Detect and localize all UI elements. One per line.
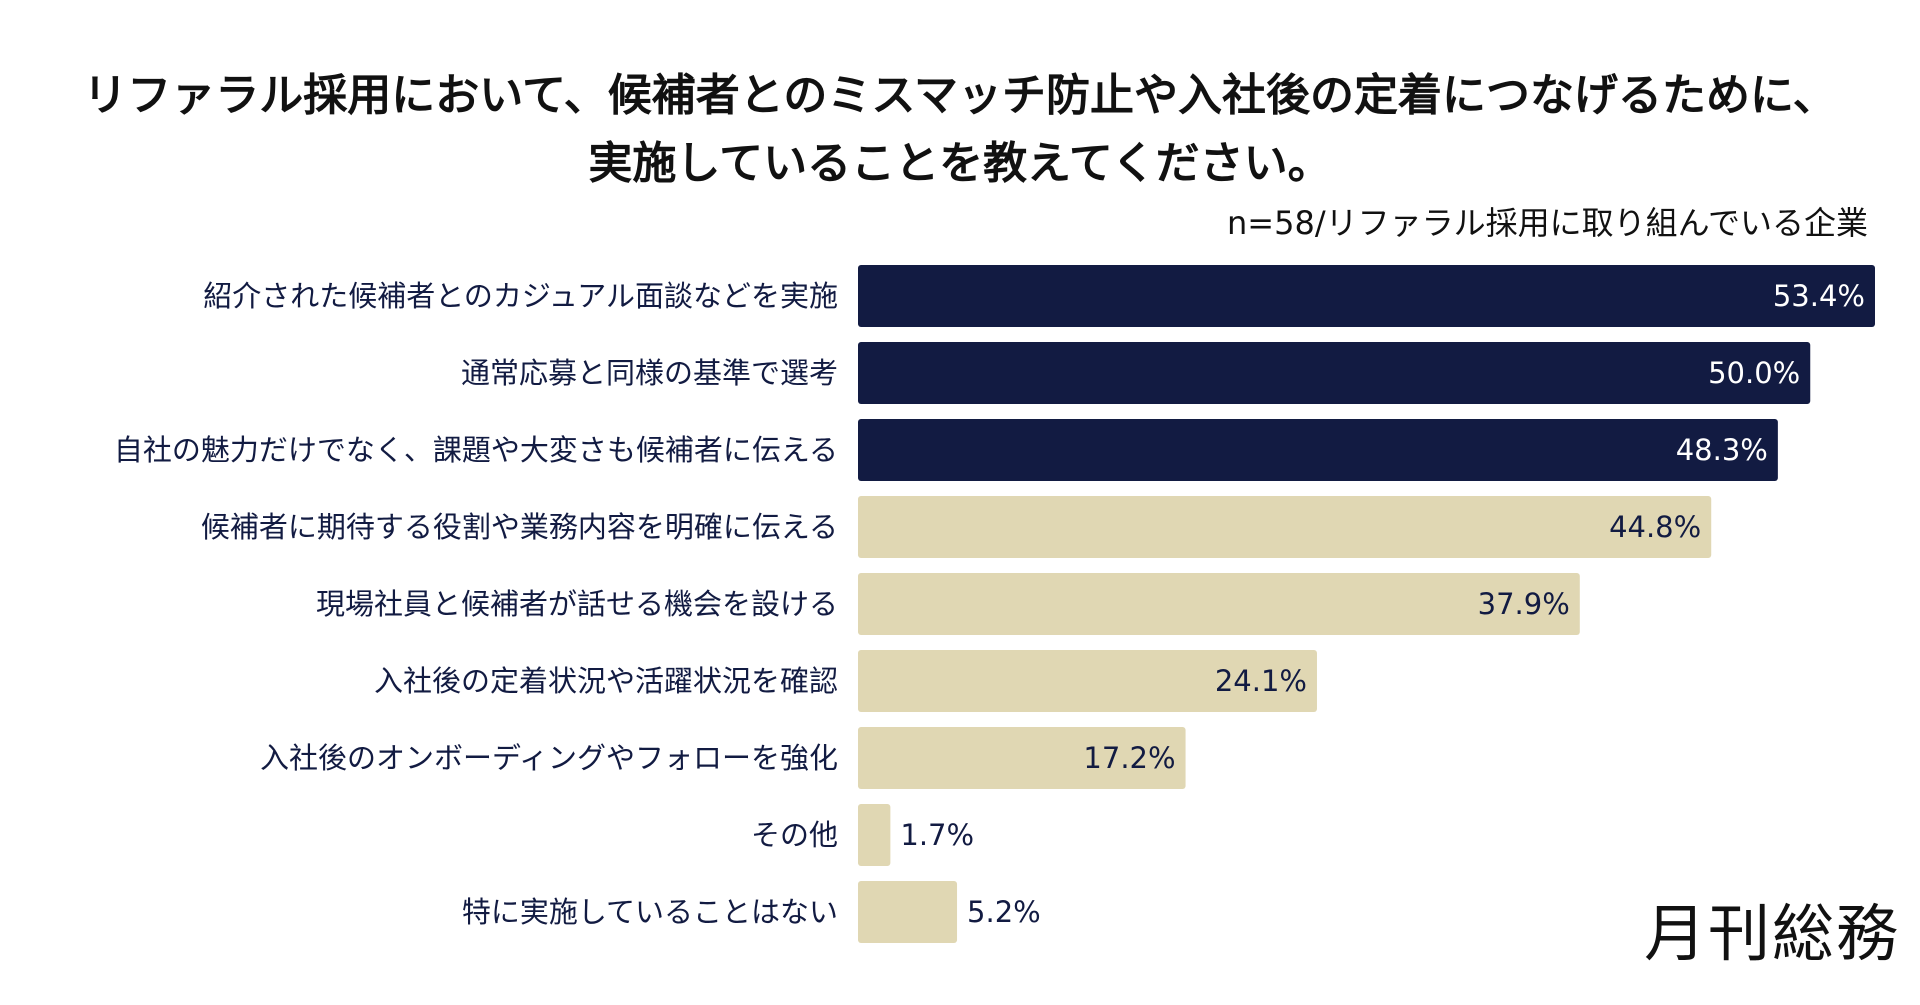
category-label: 通常応募と同様の基準で選考 <box>461 356 838 390</box>
value-label: 53.4% <box>1773 279 1865 313</box>
bar <box>858 342 1811 404</box>
category-label: 自社の魅力だけでなく、課題や大変さも候補者に伝える <box>114 433 838 467</box>
value-label: 24.1% <box>1215 664 1307 698</box>
category-label: 入社後のオンボーディングやフォローを強化 <box>260 741 838 775</box>
value-label: 48.3% <box>1676 433 1768 467</box>
category-label: 紹介された候補者とのカジュアル面談などを実施 <box>203 279 838 313</box>
category-label: 特に実施していることはない <box>462 895 838 929</box>
bar <box>858 573 1580 635</box>
category-label: 入社後の定着状況や活躍状況を確認 <box>374 664 838 698</box>
bar <box>858 881 958 943</box>
chart-subtitle: n=58/リファラル採用に取り組んでいる企業 <box>1227 204 1868 242</box>
value-label: 44.8% <box>1609 510 1701 544</box>
chart-title-line-2: 実施していることを教えてください。 <box>588 138 1332 189</box>
value-label: 50.0% <box>1708 356 1800 390</box>
value-label: 17.2% <box>1083 741 1175 775</box>
bar <box>858 650 1317 712</box>
category-label: 候補者に期待する役割や業務内容を明確に伝える <box>201 510 838 544</box>
chart-title: リファラル採用において、候補者とのミスマッチ防止や入社後の定着につなげるために、… <box>60 62 1860 198</box>
bar <box>858 265 1875 327</box>
value-label: 37.9% <box>1478 587 1570 621</box>
bar <box>858 419 1778 481</box>
bar <box>858 727 1186 789</box>
category-label: その他 <box>751 818 838 852</box>
publisher-logo: 月刊総務 <box>1643 897 1900 970</box>
value-label: 1.7% <box>900 818 974 852</box>
chart-title-line-1: リファラル採用において、候補者とのミスマッチ防止や入社後の定着につなげるために、 <box>83 70 1837 121</box>
category-label: 現場社員と候補者が話せる機会を設ける <box>316 587 838 621</box>
bar <box>858 496 1712 558</box>
value-label: 5.2% <box>967 895 1041 929</box>
bar <box>858 804 891 866</box>
